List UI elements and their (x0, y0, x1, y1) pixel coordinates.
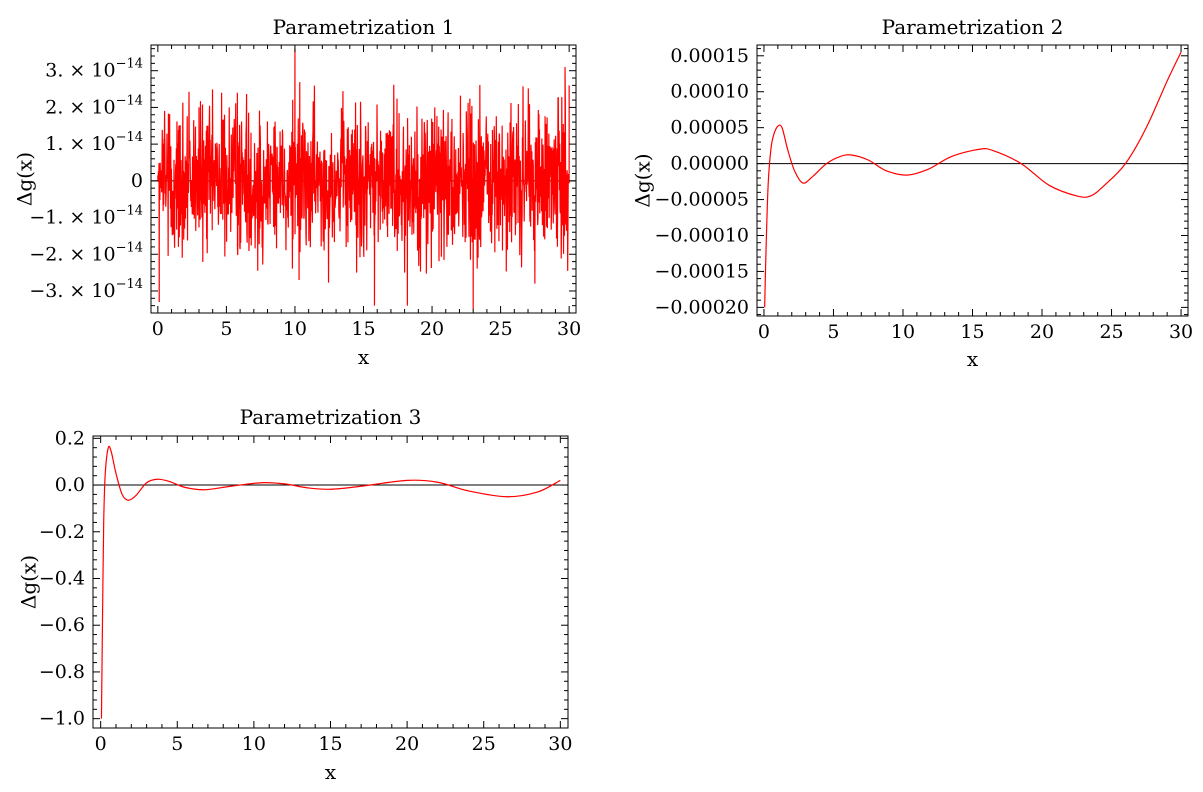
chart-title: Parametrization 1 (273, 15, 455, 39)
data-series-line (100, 445, 561, 719)
x-tick-label: 30 (557, 318, 581, 340)
y-tick-label: −1. × 10−14 (29, 204, 143, 229)
y-tick-label: 0.00010 (670, 81, 749, 103)
x-tick-label: 20 (1030, 321, 1054, 343)
x-tick-label: 5 (171, 733, 183, 755)
y-tick-label: 0 (131, 170, 143, 192)
x-tick-label: 30 (548, 733, 572, 755)
y-tick-label: −0.8 (39, 661, 85, 683)
plot-frame (756, 44, 1189, 317)
y-tick-label: −0.2 (39, 521, 85, 543)
x-tick-label: 15 (318, 733, 342, 755)
y-tick-label: 1. × 10−14 (45, 130, 143, 155)
y-axis-label: Δg(x) (631, 153, 655, 207)
chart-panel-parametrization-1: Parametrization 1 x Δg(x) 0 5 10 15 20 25 30 −3… (13, 15, 582, 369)
y-tick-label: −1.0 (39, 708, 85, 730)
y-axis-label: Δg(x) (13, 152, 37, 206)
y-tick-label: −0.00020 (655, 296, 750, 318)
x-tick-label: 30 (1169, 321, 1193, 343)
x-axis-label: x (358, 345, 370, 369)
y-tick-label: −0.00010 (655, 224, 750, 246)
x-tick-label: 15 (351, 318, 375, 340)
y-tick-label: −3. × 10−14 (29, 277, 143, 302)
x-axis-label: x (967, 347, 979, 371)
y-tick-label: −0.4 (39, 567, 85, 589)
x-axis-label: x (325, 760, 337, 784)
y-tick-label: 0.0 (55, 474, 85, 496)
y-tick-label: 2. × 10−14 (45, 93, 143, 118)
y-tick-label: 0.00000 (670, 153, 749, 175)
y-tick-label: 3. × 10−14 (45, 57, 143, 82)
x-tick-label: 25 (1099, 321, 1123, 343)
data-series-line (157, 48, 570, 310)
x-tick-label: 25 (472, 733, 496, 755)
chart-title: Parametrization 3 (240, 405, 422, 429)
y-tick-label: 0.00015 (670, 45, 749, 67)
chart-panel-parametrization-3: Parametrization 3 x Δg(x) 0 5 10 15 20 25 30 −1… (17, 405, 573, 784)
x-tick-label: 20 (420, 318, 444, 340)
y-tick-label: −0.6 (39, 614, 85, 636)
x-tick-label: 10 (891, 321, 915, 343)
chart-panel-parametrization-2: Parametrization 2 x Δg(x) 0 5 10 15 20 25 30 −0… (631, 15, 1194, 371)
x-tick-label: 0 (152, 318, 164, 340)
x-tick-label: 20 (395, 733, 419, 755)
x-tick-label: 0 (95, 733, 107, 755)
y-tick-label: −0.00005 (655, 189, 750, 211)
y-tick-label: −2. × 10−14 (29, 240, 143, 265)
x-tick-label: 10 (242, 733, 266, 755)
x-tick-label: 0 (758, 321, 770, 343)
y-tick-label: −0.00015 (655, 260, 750, 282)
x-tick-label: 5 (220, 318, 232, 340)
y-tick-label: 0.00005 (670, 117, 749, 139)
x-tick-label: 10 (283, 318, 307, 340)
x-tick-label: 25 (489, 318, 513, 340)
y-tick-label: 0.2 (55, 427, 85, 449)
data-series-line (764, 51, 1182, 308)
x-tick-label: 5 (827, 321, 839, 343)
y-axis-label: Δg(x) (17, 555, 41, 609)
x-tick-label: 15 (960, 321, 984, 343)
chart-title: Parametrization 2 (882, 15, 1064, 39)
